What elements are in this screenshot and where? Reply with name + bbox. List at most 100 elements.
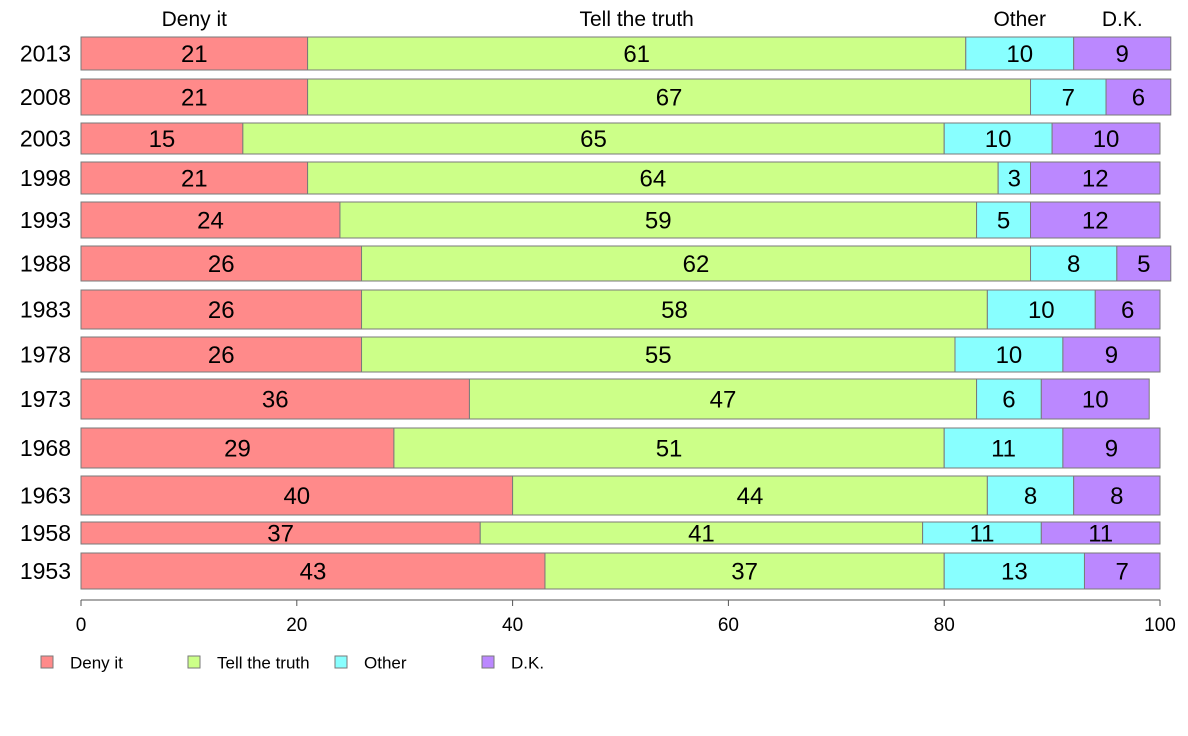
- bar-segment-deny-it-1978: [80, 336, 363, 373]
- year-label-1963: 1963: [20, 483, 71, 509]
- x-tick-label-0: 0: [76, 615, 87, 636]
- bar-segment-dk-1983: [1094, 289, 1161, 330]
- value-label-other-2013: 10: [1006, 41, 1033, 68]
- value-label-tell-the-truth-1968: 51: [656, 436, 683, 463]
- legend-swatch-dk: [481, 655, 495, 669]
- value-label-tell-the-truth-1983: 58: [661, 297, 688, 324]
- year-label-2003: 2003: [20, 126, 71, 152]
- value-label-tell-the-truth-1958: 41: [688, 521, 715, 548]
- value-label-dk-2003: 10: [1093, 126, 1120, 153]
- bar-segment-tell-the-truth-1953: [544, 552, 945, 590]
- year-label-1973: 1973: [20, 386, 71, 412]
- bar-segment-deny-it-1988: [80, 245, 363, 282]
- year-label-2008: 2008: [20, 84, 71, 110]
- bar-segment-other-1988: [1030, 245, 1118, 282]
- bar-segment-other-1973: [976, 378, 1042, 420]
- legend-swatch-other: [334, 655, 348, 669]
- bar-segment-dk-1973: [1040, 378, 1150, 420]
- bar-segment-tell-the-truth-1973: [468, 378, 978, 420]
- value-label-other-1978: 10: [996, 342, 1023, 369]
- value-label-dk-1978: 9: [1105, 342, 1118, 369]
- bar-segment-other-1978: [954, 336, 1064, 373]
- value-label-other-1993: 5: [997, 208, 1010, 235]
- value-label-dk-1958: 11: [1088, 521, 1113, 548]
- column-header-deny-it: Deny it: [162, 8, 228, 31]
- bar-segment-tell-the-truth-1993: [339, 201, 978, 239]
- value-label-dk-2013: 9: [1116, 41, 1129, 68]
- value-label-tell-the-truth-1973: 47: [710, 387, 737, 414]
- year-label-1953: 1953: [20, 558, 71, 584]
- bar-segment-other-1968: [943, 427, 1064, 469]
- bar-segment-dk-1998: [1030, 161, 1161, 195]
- legend-label-other: Other: [364, 654, 407, 673]
- value-label-other-1958: 11: [970, 521, 995, 548]
- year-label-1958: 1958: [20, 520, 71, 546]
- legend-swatch-deny-it: [40, 655, 54, 669]
- value-label-deny-it-1958: 37: [267, 521, 294, 548]
- value-label-deny-it-1988: 26: [208, 251, 235, 278]
- bar-segment-tell-the-truth-2003: [242, 122, 945, 155]
- x-tick-label-100: 100: [1144, 615, 1176, 636]
- value-label-tell-the-truth-1998: 64: [640, 166, 667, 193]
- x-tick-label-40: 40: [502, 615, 523, 636]
- value-label-other-2008: 7: [1062, 85, 1075, 112]
- bar-segment-dk-2003: [1051, 122, 1161, 155]
- bar-segment-dk-1993: [1030, 201, 1161, 239]
- value-label-deny-it-1978: 26: [208, 342, 235, 369]
- value-label-dk-1968: 9: [1105, 436, 1118, 463]
- value-label-other-1968: 11: [991, 436, 1016, 463]
- value-label-deny-it-2003: 15: [149, 126, 176, 153]
- value-label-dk-1998: 12: [1082, 166, 1109, 193]
- value-label-dk-1993: 12: [1082, 208, 1109, 235]
- value-label-other-1988: 8: [1067, 251, 1080, 278]
- value-label-deny-it-2013: 21: [181, 41, 208, 68]
- value-label-deny-it-1998: 21: [181, 166, 208, 193]
- value-label-dk-2008: 6: [1132, 85, 1145, 112]
- value-label-deny-it-1953: 43: [300, 559, 327, 586]
- bar-segment-tell-the-truth-2008: [307, 78, 1032, 116]
- bar-segment-dk-1978: [1062, 336, 1161, 373]
- year-label-1998: 1998: [20, 165, 71, 191]
- bar-segment-tell-the-truth-2013: [307, 36, 967, 71]
- legend-swatch-tell-the-truth: [187, 655, 201, 669]
- value-label-other-1963: 8: [1024, 483, 1037, 510]
- value-label-deny-it-2008: 21: [181, 85, 208, 112]
- value-label-deny-it-1973: 36: [262, 387, 289, 414]
- value-label-other-1983: 10: [1028, 297, 1055, 324]
- value-label-deny-it-1968: 29: [224, 436, 251, 463]
- legend-label-deny-it: Deny it: [70, 654, 123, 673]
- x-tick-label-80: 80: [934, 615, 955, 636]
- bar-segment-dk-1958: [1040, 521, 1161, 545]
- year-label-1983: 1983: [20, 297, 71, 323]
- bar-segment-other-1963: [986, 475, 1075, 516]
- bar-segment-other-1983: [986, 289, 1096, 330]
- bar-segment-dk-1968: [1062, 427, 1161, 469]
- value-label-other-1953: 13: [1001, 559, 1028, 586]
- bar-segment-deny-it-1983: [80, 289, 363, 330]
- bar-segment-dk-1988: [1116, 245, 1172, 282]
- bar-segment-tell-the-truth-1988: [361, 245, 1032, 282]
- x-tick-label-20: 20: [286, 615, 307, 636]
- bar-segment-dk-1953: [1083, 552, 1161, 590]
- value-label-tell-the-truth-1963: 44: [737, 483, 764, 510]
- value-label-tell-the-truth-2008: 67: [656, 85, 683, 112]
- year-label-2013: 2013: [20, 41, 71, 67]
- value-label-tell-the-truth-1978: 55: [645, 342, 672, 369]
- bar-segment-other-2013: [965, 36, 1075, 71]
- legend-label-tell-the-truth: Tell the truth: [217, 654, 310, 673]
- legend-label-dk: D.K.: [511, 654, 544, 673]
- value-label-deny-it-1963: 40: [283, 483, 310, 510]
- year-label-1988: 1988: [20, 251, 71, 277]
- bar-segment-deny-it-2013: [80, 36, 309, 71]
- value-label-dk-1973: 10: [1082, 387, 1109, 414]
- value-label-dk-1963: 8: [1110, 483, 1123, 510]
- value-label-dk-1983: 6: [1121, 297, 1134, 324]
- bar-segment-deny-it-1993: [80, 201, 341, 239]
- year-label-1993: 1993: [20, 207, 71, 233]
- bar-segment-other-2008: [1030, 78, 1107, 116]
- value-label-tell-the-truth-2003: 65: [580, 126, 607, 153]
- bar-segment-other-1993: [976, 201, 1032, 239]
- value-label-dk-1988: 5: [1137, 251, 1150, 278]
- year-label-1978: 1978: [20, 342, 71, 368]
